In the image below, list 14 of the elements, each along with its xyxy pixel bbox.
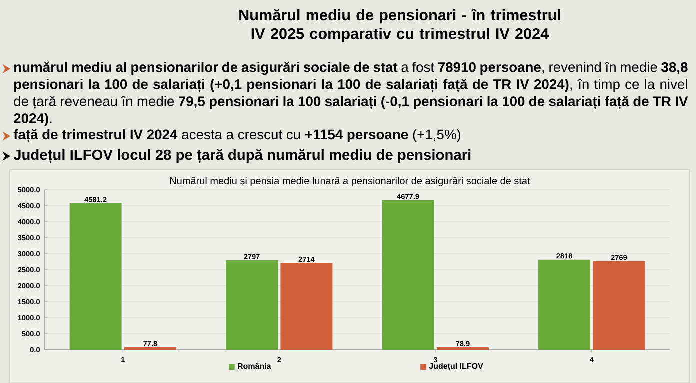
legend-label: România [238, 363, 272, 370]
text: față de trimestrul IV 2024 acesta a crescut cu +1154 persoane (+1,5%) [14, 129, 461, 143]
text: Județul ILFOV locul 28 pe țară după numărul mediu de pensionari [14, 149, 471, 164]
bar [70, 203, 122, 350]
bar [593, 261, 646, 350]
bar [382, 200, 434, 350]
chart-title: Numărul mediu de pensionari - în trimestrul IV 2025 comparativ cu trimestrul IV 2024 [240, 9, 560, 42]
legend-label: Județul ILFOV [429, 363, 484, 371]
bar [226, 260, 278, 350]
text: numărul mediu al pensionarilor de asigurări sociale de stat a fost 78910 persoane, revenind în medie 38,8 pensionari la 100 de salariați (+0,1 pensionari la 100 de salariați față de TR IV 2024), în timp ce la nivel de țară reveneau în medie 79,5 pensionari la 100 salariați (-0,1 pensionari la 100 de salariați față de TR IV 2024). [14, 62, 688, 126]
bar [436, 347, 489, 350]
chart-subtitle: Numărul mediu şi pensia medie lunară a pensionarilor de asigurări sociale de stat [170, 177, 530, 187]
bar [538, 260, 591, 350]
bar [280, 263, 333, 350]
